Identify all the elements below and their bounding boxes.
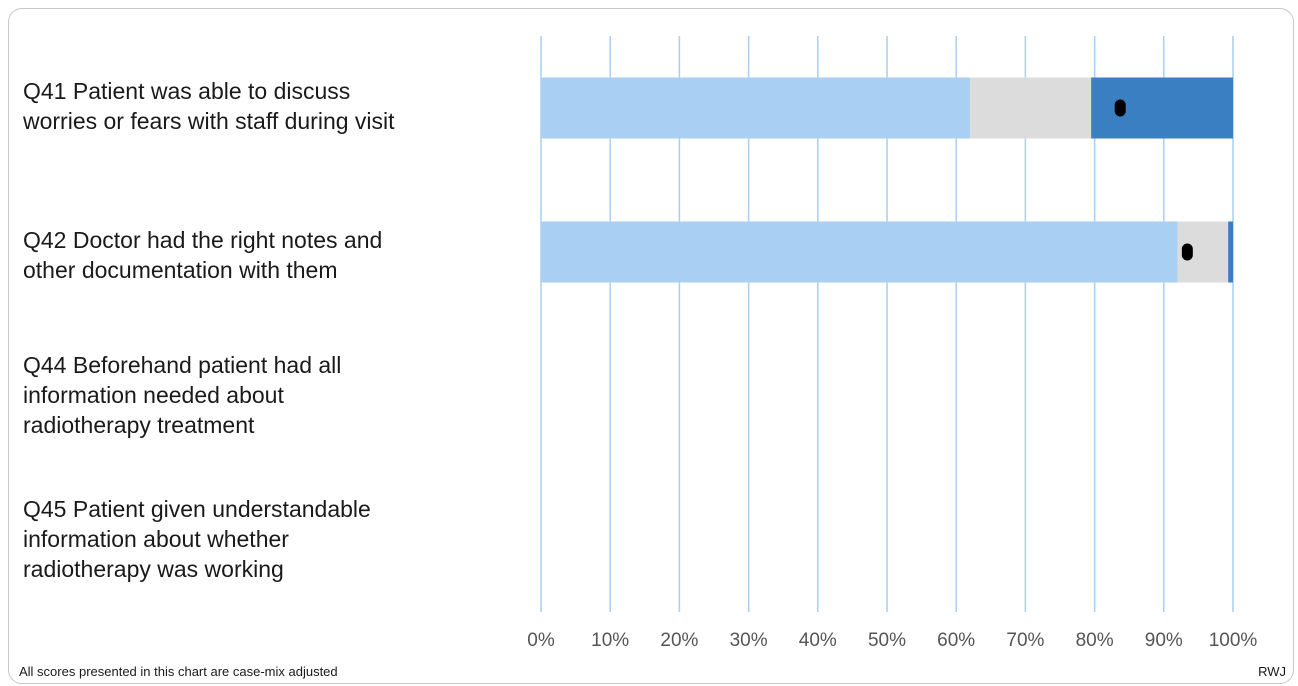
question-label-line: worries or fears with staff during visit <box>23 108 395 134</box>
x-tick-label: 0% <box>527 630 555 651</box>
question-label-line: Q41 Patient was able to discuss <box>23 78 351 104</box>
question-label-line: Q44 Beforehand patient had all <box>23 352 342 378</box>
score-marker <box>1114 99 1126 117</box>
question-label-line: information about whether <box>23 526 289 552</box>
question-label-line: Q42 Doctor had the right notes and <box>23 227 383 253</box>
x-tick-label: 70% <box>1006 630 1044 651</box>
bar-segment-below <box>541 221 1178 283</box>
x-tick-label: 60% <box>937 630 975 651</box>
question-label-line: Q45 Patient given understandable <box>23 496 371 522</box>
x-tick-label: 30% <box>730 630 768 651</box>
question-label-line: information needed about <box>23 382 284 408</box>
x-tick-label: 90% <box>1145 630 1183 651</box>
bar-segment-above <box>1228 221 1233 283</box>
question-label-q42: Q42 Doctor had the right notes and other… <box>23 225 493 285</box>
x-tick-label: 20% <box>660 630 698 651</box>
question-label-line: radiotherapy treatment <box>23 412 255 438</box>
x-tick-label: 40% <box>799 630 837 651</box>
case-mix-footnote: All scores presented in this chart are c… <box>19 664 338 679</box>
question-label-q41: Q41 Patient was able to discuss worries … <box>23 76 493 136</box>
bar-segment-below <box>541 77 971 139</box>
x-tick-label: 10% <box>591 630 629 651</box>
bar-segment-above <box>1091 77 1233 139</box>
question-label-q44: Q44 Beforehand patient had all informati… <box>23 350 493 440</box>
score-marker <box>1181 243 1193 261</box>
x-tick-label: 100% <box>1209 630 1258 651</box>
question-label-line: other documentation with them <box>23 257 338 283</box>
x-tick-label: 50% <box>868 630 906 651</box>
bar-segment-middle <box>970 77 1092 139</box>
x-tick-label: 80% <box>1076 630 1114 651</box>
question-label-q45: Q45 Patient given understandable informa… <box>23 494 493 584</box>
credit-label: RWJ <box>1258 664 1286 679</box>
question-label-line: radiotherapy was working <box>23 556 284 582</box>
